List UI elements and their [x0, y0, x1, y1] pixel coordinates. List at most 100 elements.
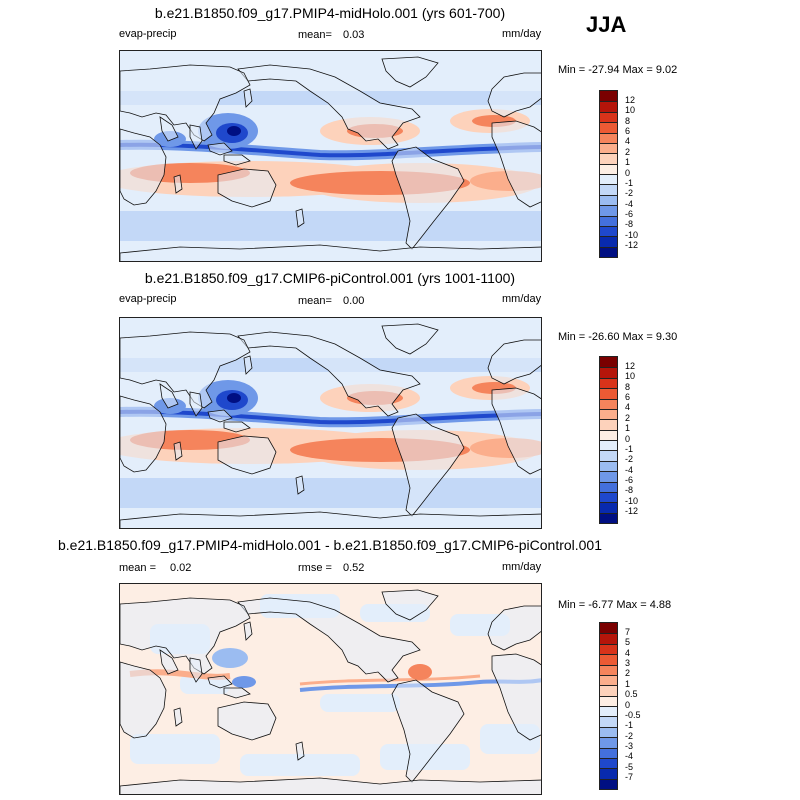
colorbar-tick-label: 7 — [625, 626, 631, 637]
colorbar-swatch — [600, 512, 617, 523]
colorbar-tick-label: -2 — [625, 730, 634, 741]
colorbar-tick-label: -10 — [625, 229, 639, 240]
season-label: JJA — [586, 12, 627, 37]
colorbar-swatch — [600, 388, 617, 399]
panel-2-minmax: Min = -26.60 Max = 9.30 — [558, 331, 678, 343]
panel-2-mean-label: mean= — [298, 295, 332, 307]
colorbar-tick-label: -4 — [625, 198, 634, 209]
colorbar-tick-label: 2 — [625, 668, 631, 679]
colorbar-swatch — [600, 726, 617, 738]
colorbar-tick-label: -1 — [625, 720, 634, 731]
colorbar-swatch — [600, 450, 617, 461]
colorbar-swatch — [600, 184, 617, 195]
colorbar-swatch — [600, 408, 617, 420]
colorbar-tick-label: -6 — [625, 475, 634, 485]
panel-1-title: b.e21.B1850.f09_g17.PMIP4-midHolo.001 (y… — [154, 5, 506, 21]
colorbar-swatch — [600, 142, 617, 154]
colorbar-swatch — [600, 778, 617, 789]
colorbar-tick-label: 0 — [625, 433, 631, 444]
panel-3-map — [119, 583, 542, 795]
colorbar-swatch — [600, 460, 617, 472]
colorbar-swatch — [600, 654, 617, 665]
colorbar-swatch — [600, 768, 617, 779]
colorbar-tick-label: -3 — [625, 741, 634, 751]
colorbar-swatch — [600, 205, 617, 216]
colorbar-tick-label: -12 — [625, 506, 639, 517]
colorbar-tick-label: 2 — [625, 146, 631, 157]
colorbar-tick-label: 4 — [625, 136, 631, 147]
colorbar-tick-label: -6 — [625, 209, 634, 219]
colorbar-swatch — [600, 122, 617, 133]
colorbar-swatch — [600, 623, 617, 634]
colorbar-tick-label: -0.5 — [625, 709, 641, 720]
colorbar-tick-label: 0 — [625, 699, 631, 710]
colorbar-swatch — [600, 716, 617, 727]
colorbar-swatch — [600, 643, 617, 655]
panel-1-left-label: evap-precip — [119, 28, 177, 40]
colorbar-swatch — [600, 674, 617, 686]
colorbar-tick-label: 1 — [625, 678, 631, 689]
colorbar-swatch — [600, 471, 617, 482]
panel-1-minmax: Min = -27.94 Max = 9.02 — [558, 64, 678, 76]
panel-3-units: mm/day — [502, 561, 542, 573]
colorbar-swatch — [600, 664, 617, 675]
colorbar-swatch — [600, 398, 617, 409]
colorbar-swatch — [600, 163, 617, 174]
colorbar-swatch — [600, 429, 617, 440]
panel-3-left-label: mean = — [119, 562, 156, 574]
colorbar-tick-label: -4 — [625, 751, 634, 762]
panel-1-units: mm/day — [502, 28, 542, 40]
colorbar-swatch — [600, 367, 617, 378]
colorbar-swatch — [600, 377, 617, 389]
panel-3-minmax: Min = -6.77 Max = 4.88 — [558, 599, 672, 611]
colorbar-swatch — [600, 737, 617, 748]
colorbar-swatch — [600, 419, 617, 430]
panel-1-map — [119, 50, 542, 262]
colorbar-tick-label: 1 — [625, 157, 631, 168]
colorbar-tick-label: -8 — [625, 219, 634, 230]
colorbar-tick-label: -8 — [625, 485, 634, 496]
colorbar-tick-label: -2 — [625, 188, 634, 199]
colorbar-swatch — [600, 101, 617, 112]
colorbar-tick-label: 10 — [625, 105, 636, 116]
colorbar-swatch — [600, 153, 617, 164]
colorbar-tick-label: 8 — [625, 381, 631, 392]
panel-2-mean-value: 0.00 — [343, 295, 365, 307]
colorbar-tick-label: 3 — [625, 658, 631, 668]
colorbar-swatch — [600, 225, 617, 237]
colorbar-swatch — [600, 174, 617, 185]
colorbar-swatch — [600, 111, 617, 123]
colorbar-swatch — [600, 481, 617, 492]
colorbar-swatch — [600, 695, 617, 706]
panel-2-title: b.e21.B1850.f09_g17.CMIP6-piControl.001 … — [144, 270, 516, 286]
colorbar-swatch — [600, 194, 617, 206]
colorbar-tick-label: 4 — [625, 647, 631, 658]
panel-1-colorbar — [599, 90, 618, 258]
colorbar-tick-label: 6 — [625, 126, 631, 136]
panel-2-units: mm/day — [502, 293, 542, 305]
colorbar-swatch — [600, 491, 617, 503]
colorbar-swatch — [600, 246, 617, 257]
colorbar-tick-label: 8 — [625, 115, 631, 126]
colorbar-tick-label: 4 — [625, 402, 631, 413]
colorbar-swatch — [600, 132, 617, 143]
colorbar-swatch — [600, 633, 617, 644]
colorbar-swatch — [600, 215, 617, 226]
colorbar-tick-label: 10 — [625, 371, 636, 382]
panel-3-title: b.e21.B1850.f09_g17.PMIP4-midHolo.001 - … — [57, 537, 603, 553]
colorbar-tick-label: 12 — [625, 94, 636, 105]
panel-3-rmse-value: 0.52 — [343, 562, 365, 574]
colorbar-tick-label: 0.5 — [625, 689, 638, 700]
colorbar-swatch — [600, 236, 617, 247]
colorbar-tick-label: 1 — [625, 423, 631, 434]
colorbar-tick-label: 2 — [625, 412, 631, 423]
colorbar-tick-label: -5 — [625, 761, 634, 772]
colorbar-tick-label: -12 — [625, 240, 639, 251]
panel-3-mean-value: 0.02 — [170, 562, 192, 574]
panel-2-colorbar — [599, 356, 618, 524]
panel-2-map — [119, 317, 542, 529]
colorbar-swatch — [600, 91, 617, 102]
panel-1-mean-value: 0.03 — [343, 29, 365, 41]
colorbar-swatch — [600, 706, 617, 717]
colorbar-swatch — [600, 440, 617, 451]
